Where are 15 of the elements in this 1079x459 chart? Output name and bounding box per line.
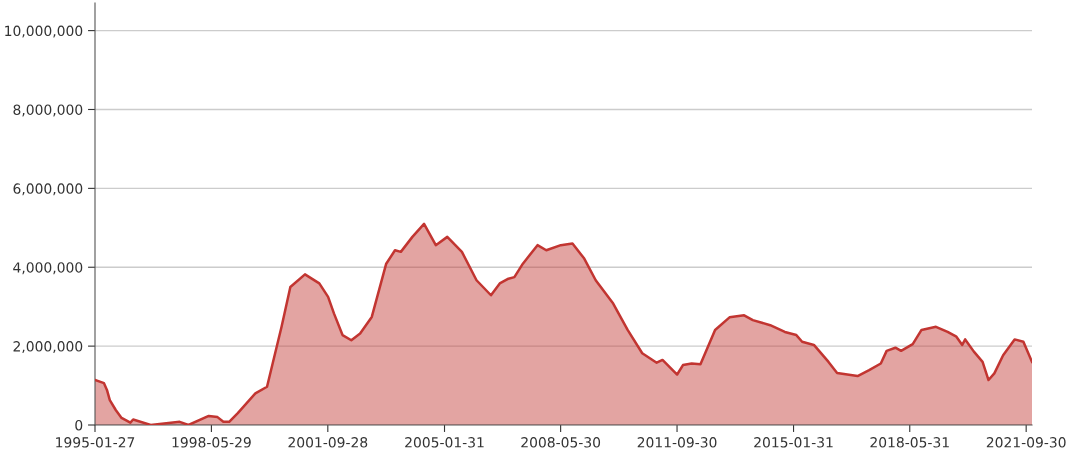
x-tick-label: 2008-05-30 (521, 437, 601, 448)
x-tick-label: 1995-01-27 (56, 437, 135, 448)
x-tick-label: 2015-01-31 (754, 437, 833, 448)
x-tick-label: 2001-09-28 (288, 437, 368, 448)
y-tick-label: 6,000,000 (13, 183, 83, 196)
y-tick-label: 10,000,000 (5, 25, 83, 38)
x-tick-label: 2011-09-30 (637, 437, 717, 448)
x-tick-label: 1998-05-29 (172, 437, 251, 448)
y-tick-label: 2,000,000 (13, 341, 83, 354)
x-tick-label: 2005-01-31 (405, 437, 484, 448)
y-tick-label: 0 (75, 419, 83, 431)
y-tick-label: 8,000,000 (13, 104, 83, 117)
x-tick-label: 2021-09-30 (986, 437, 1066, 448)
x-tick-label: 2018-05-31 (870, 437, 949, 448)
y-tick-label: 4,000,000 (13, 262, 83, 275)
